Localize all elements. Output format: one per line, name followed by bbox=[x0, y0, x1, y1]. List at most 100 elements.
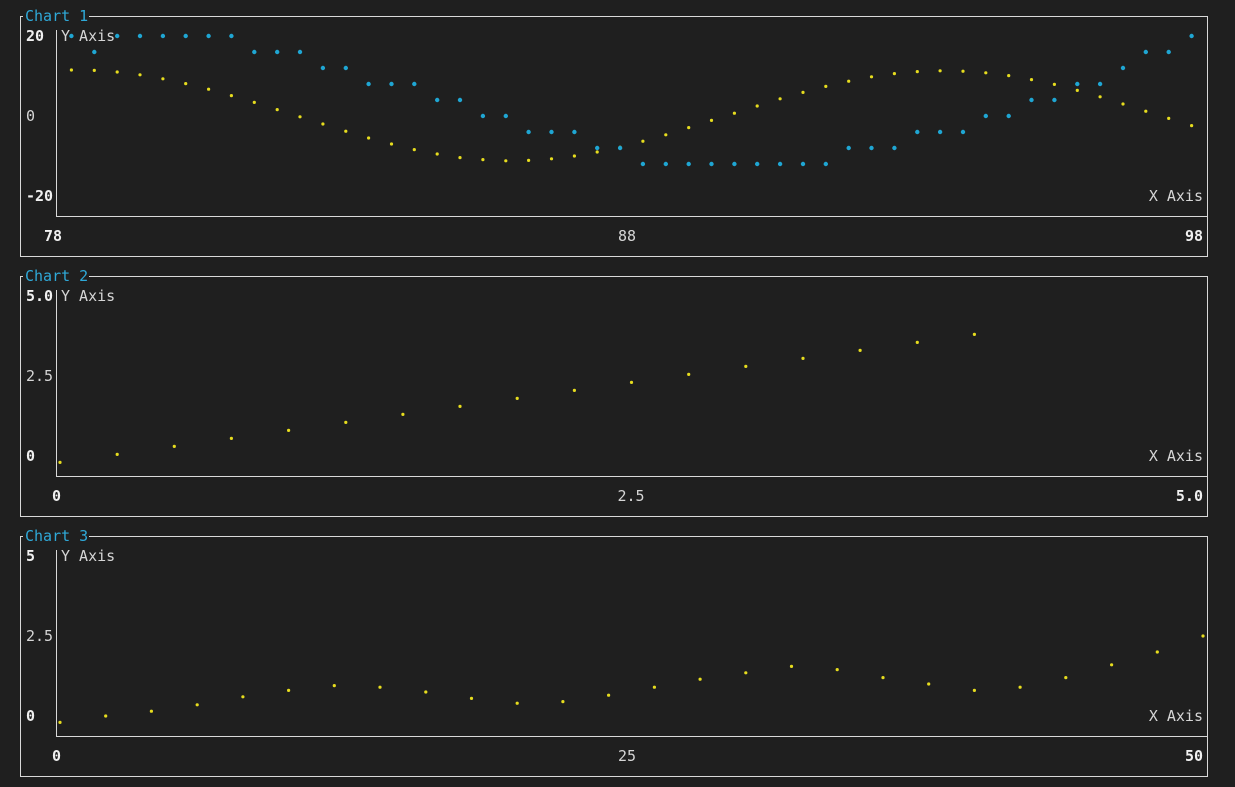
chart-1-series-2-point bbox=[640, 161, 646, 167]
chart-2-series-1-point bbox=[58, 460, 62, 464]
chart-2-series-1-point bbox=[229, 436, 233, 440]
chart-1-series-1-point bbox=[412, 148, 416, 152]
chart-3-series-1-point bbox=[469, 696, 474, 701]
chart-1-series-1-point bbox=[595, 150, 599, 154]
chart-1-series-1-point bbox=[321, 122, 325, 126]
chart-1-series-2-point bbox=[435, 97, 440, 103]
chart-1-series-2-point bbox=[1029, 97, 1034, 103]
chart-1-series-1-point bbox=[69, 68, 73, 72]
chart-1-series-2-point bbox=[69, 33, 74, 39]
chart-1-series-2-point bbox=[1075, 81, 1080, 87]
chart-1-series-2-point bbox=[503, 113, 508, 119]
chart-3-x-tick-left: 0 bbox=[52, 747, 61, 765]
chart-1-series-1-point bbox=[549, 157, 554, 161]
chart-1-x-tick-mid: 88 bbox=[618, 227, 636, 245]
chart-1-series-2-point bbox=[617, 145, 623, 151]
chart-1-series-2-point bbox=[800, 161, 806, 167]
chart-1-series-2-point bbox=[1097, 81, 1103, 87]
chart-3-series-1-point bbox=[652, 685, 657, 689]
chart-1-series-1-point bbox=[161, 77, 165, 81]
chart-2: Chart 2 Y Axis X Axis 5.0 2.5 0 0 2.5 5.… bbox=[20, 267, 1208, 517]
chart-1-series-2-point bbox=[663, 161, 668, 167]
chart-2-series-1-point bbox=[572, 388, 577, 392]
chart-2-x-tick-right: 5.0 bbox=[1176, 487, 1203, 505]
chart-3-frame bbox=[20, 536, 1208, 777]
chart-3-x-tick-mid: 25 bbox=[618, 747, 636, 765]
chart-3-series-1-point bbox=[1064, 676, 1068, 680]
chart-2-series-1-point bbox=[687, 372, 691, 376]
chart-3-series-1-point bbox=[789, 664, 794, 669]
chart-2-y-axis-label: Y Axis bbox=[61, 287, 115, 305]
chart-1-series-1-point bbox=[389, 142, 394, 146]
chart-3-series-1-point bbox=[607, 693, 611, 697]
chart-1-series-1-point bbox=[1167, 116, 1171, 120]
chart-1-series-2-point bbox=[983, 113, 988, 119]
chart-1-series-2-point bbox=[892, 145, 897, 151]
chart-1-series-2-point bbox=[1143, 49, 1149, 55]
chart-1-series-2-point bbox=[275, 49, 280, 55]
chart-1-series-2-point bbox=[1189, 33, 1194, 39]
chart-1-series-2-point bbox=[572, 129, 577, 135]
chart-1-x-axis-label: X Axis bbox=[1149, 187, 1203, 205]
chart-2-series-1-point bbox=[172, 444, 176, 448]
chart-2-series-1-point bbox=[801, 356, 805, 360]
chart-1-series-2-point bbox=[960, 129, 966, 135]
chart-1-y-tick-top: 20 bbox=[26, 27, 44, 45]
chart-1-series-2-point bbox=[1166, 49, 1171, 55]
chart-1-series-1-point bbox=[778, 97, 782, 101]
chart-3-series-1-point bbox=[881, 676, 885, 680]
chart-1-series-1-point bbox=[824, 84, 828, 88]
chart-1-series-1-point bbox=[527, 158, 531, 162]
chart-1-series-2-point bbox=[777, 161, 783, 167]
chart-2-series-1-point bbox=[401, 412, 405, 416]
chart-2-series-1-point bbox=[972, 332, 977, 336]
chart-2-frame bbox=[20, 276, 1208, 517]
chart-1-series-1-point bbox=[1007, 74, 1011, 78]
chart-1-series-2-point bbox=[92, 49, 97, 55]
chart-1-series-1-point bbox=[1052, 82, 1056, 86]
chart-2-series-1-point bbox=[287, 428, 291, 432]
chart-3-y-tick-top: 5 bbox=[26, 547, 35, 565]
chart-3-series-1-point bbox=[835, 668, 839, 672]
chart-1-series-1-point bbox=[915, 70, 919, 74]
chart-2-y-tick-top: 5.0 bbox=[26, 287, 53, 305]
chart-1-series-1-point bbox=[572, 154, 577, 158]
chart-1-series-1-point bbox=[938, 69, 942, 73]
chart-3-x-axis-label: X Axis bbox=[1149, 707, 1203, 725]
chart-3-series-1-point bbox=[424, 690, 428, 694]
chart-1-series-1-point bbox=[344, 129, 348, 133]
chart-3-series-1-point bbox=[515, 701, 519, 705]
chart-3-series-1-point bbox=[698, 677, 702, 681]
chart-1-marks bbox=[69, 33, 1194, 167]
chart-1-series-2-point bbox=[526, 129, 531, 135]
chart-1-series-2-point bbox=[320, 65, 326, 71]
chart-2-series-1-point bbox=[915, 340, 919, 344]
chart-3-series-1-point bbox=[287, 688, 291, 693]
chart-1-series-2-point bbox=[709, 161, 714, 167]
chart-1-series-1-point bbox=[847, 79, 851, 83]
chart-1-series-1-point bbox=[709, 118, 714, 122]
chart-1-y-tick-bottom: -20 bbox=[26, 187, 53, 205]
chart-1-series-2-point bbox=[343, 65, 348, 71]
chart-3-series-1-point bbox=[1155, 650, 1159, 654]
chart-1-y-axis-label: Y Axis bbox=[61, 27, 115, 45]
chart-3-title: Chart 3 bbox=[25, 527, 88, 545]
chart-3-series-1-point bbox=[378, 685, 382, 689]
chart-3-series-1-point bbox=[1110, 663, 1114, 667]
chart-1-series-1-point bbox=[984, 71, 988, 75]
chart-3-series-1-point bbox=[195, 703, 199, 707]
chart-1-series-1-point bbox=[92, 68, 96, 72]
chart-1-series-1-point bbox=[732, 111, 737, 115]
chart-1-x-tick-right: 98 bbox=[1185, 227, 1203, 245]
chart-1-series-1-point bbox=[1121, 102, 1125, 106]
chart-2-x-tick-left: 0 bbox=[52, 487, 61, 505]
chart-1-series-2-point bbox=[823, 161, 828, 167]
chart-2-series-1-point bbox=[744, 364, 748, 368]
chart-1-series-2-point bbox=[206, 33, 211, 39]
chart-1-series-1-point bbox=[687, 126, 691, 130]
chart-1-series-1-point bbox=[298, 115, 302, 119]
chart-1-series-2-point bbox=[595, 145, 600, 151]
chart-2-series-1-point bbox=[629, 380, 634, 384]
chart-1: Chart 1 Y Axis X Axis 20 0 -20 78 88 98 bbox=[20, 7, 1208, 257]
